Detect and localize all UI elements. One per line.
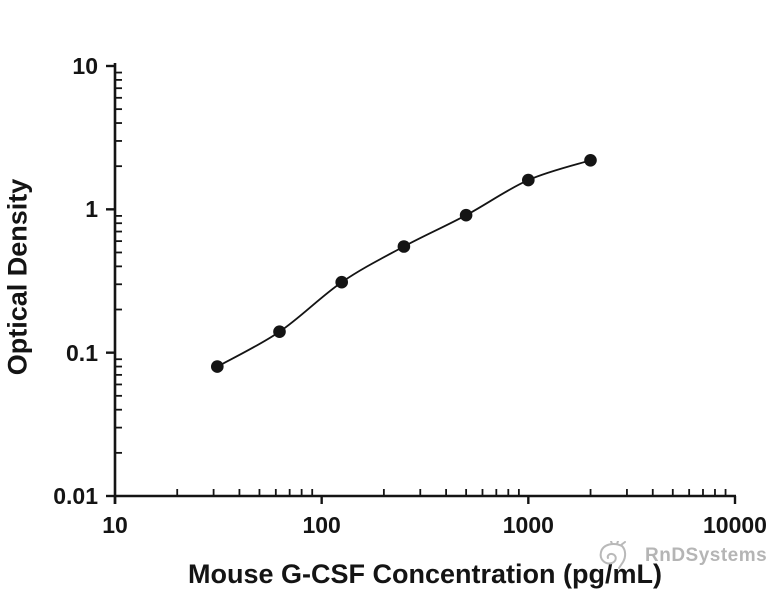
x-tick-label: 100 [302, 512, 341, 538]
x-axis-title: Mouse G-CSF Concentration (pg/mL) [188, 559, 662, 589]
y-tick-label: 1 [85, 196, 98, 223]
data-point-marker [273, 325, 286, 339]
data-point-marker [584, 154, 597, 167]
data-point-marker [397, 240, 411, 253]
watermark-text: RnDSystems [645, 545, 767, 566]
rnd-systems-logo-icon [599, 541, 627, 569]
x-tick-label: 10000 [703, 512, 767, 538]
data-point-marker [335, 275, 349, 289]
x-tick-label: 10 [102, 512, 128, 538]
data-point-marker [211, 360, 224, 373]
y-axis-title: Optical Density [2, 178, 33, 376]
fit-curve [216, 159, 591, 368]
y-tick-label: 0.01 [53, 483, 98, 509]
y-tick-label: 10 [72, 53, 98, 79]
y-tick-label: 0.1 [66, 339, 98, 366]
data-point-marker [459, 208, 473, 222]
data-point-marker [522, 173, 535, 187]
x-tick-label: 1000 [502, 512, 554, 538]
watermark: RnDSystems [594, 541, 767, 571]
